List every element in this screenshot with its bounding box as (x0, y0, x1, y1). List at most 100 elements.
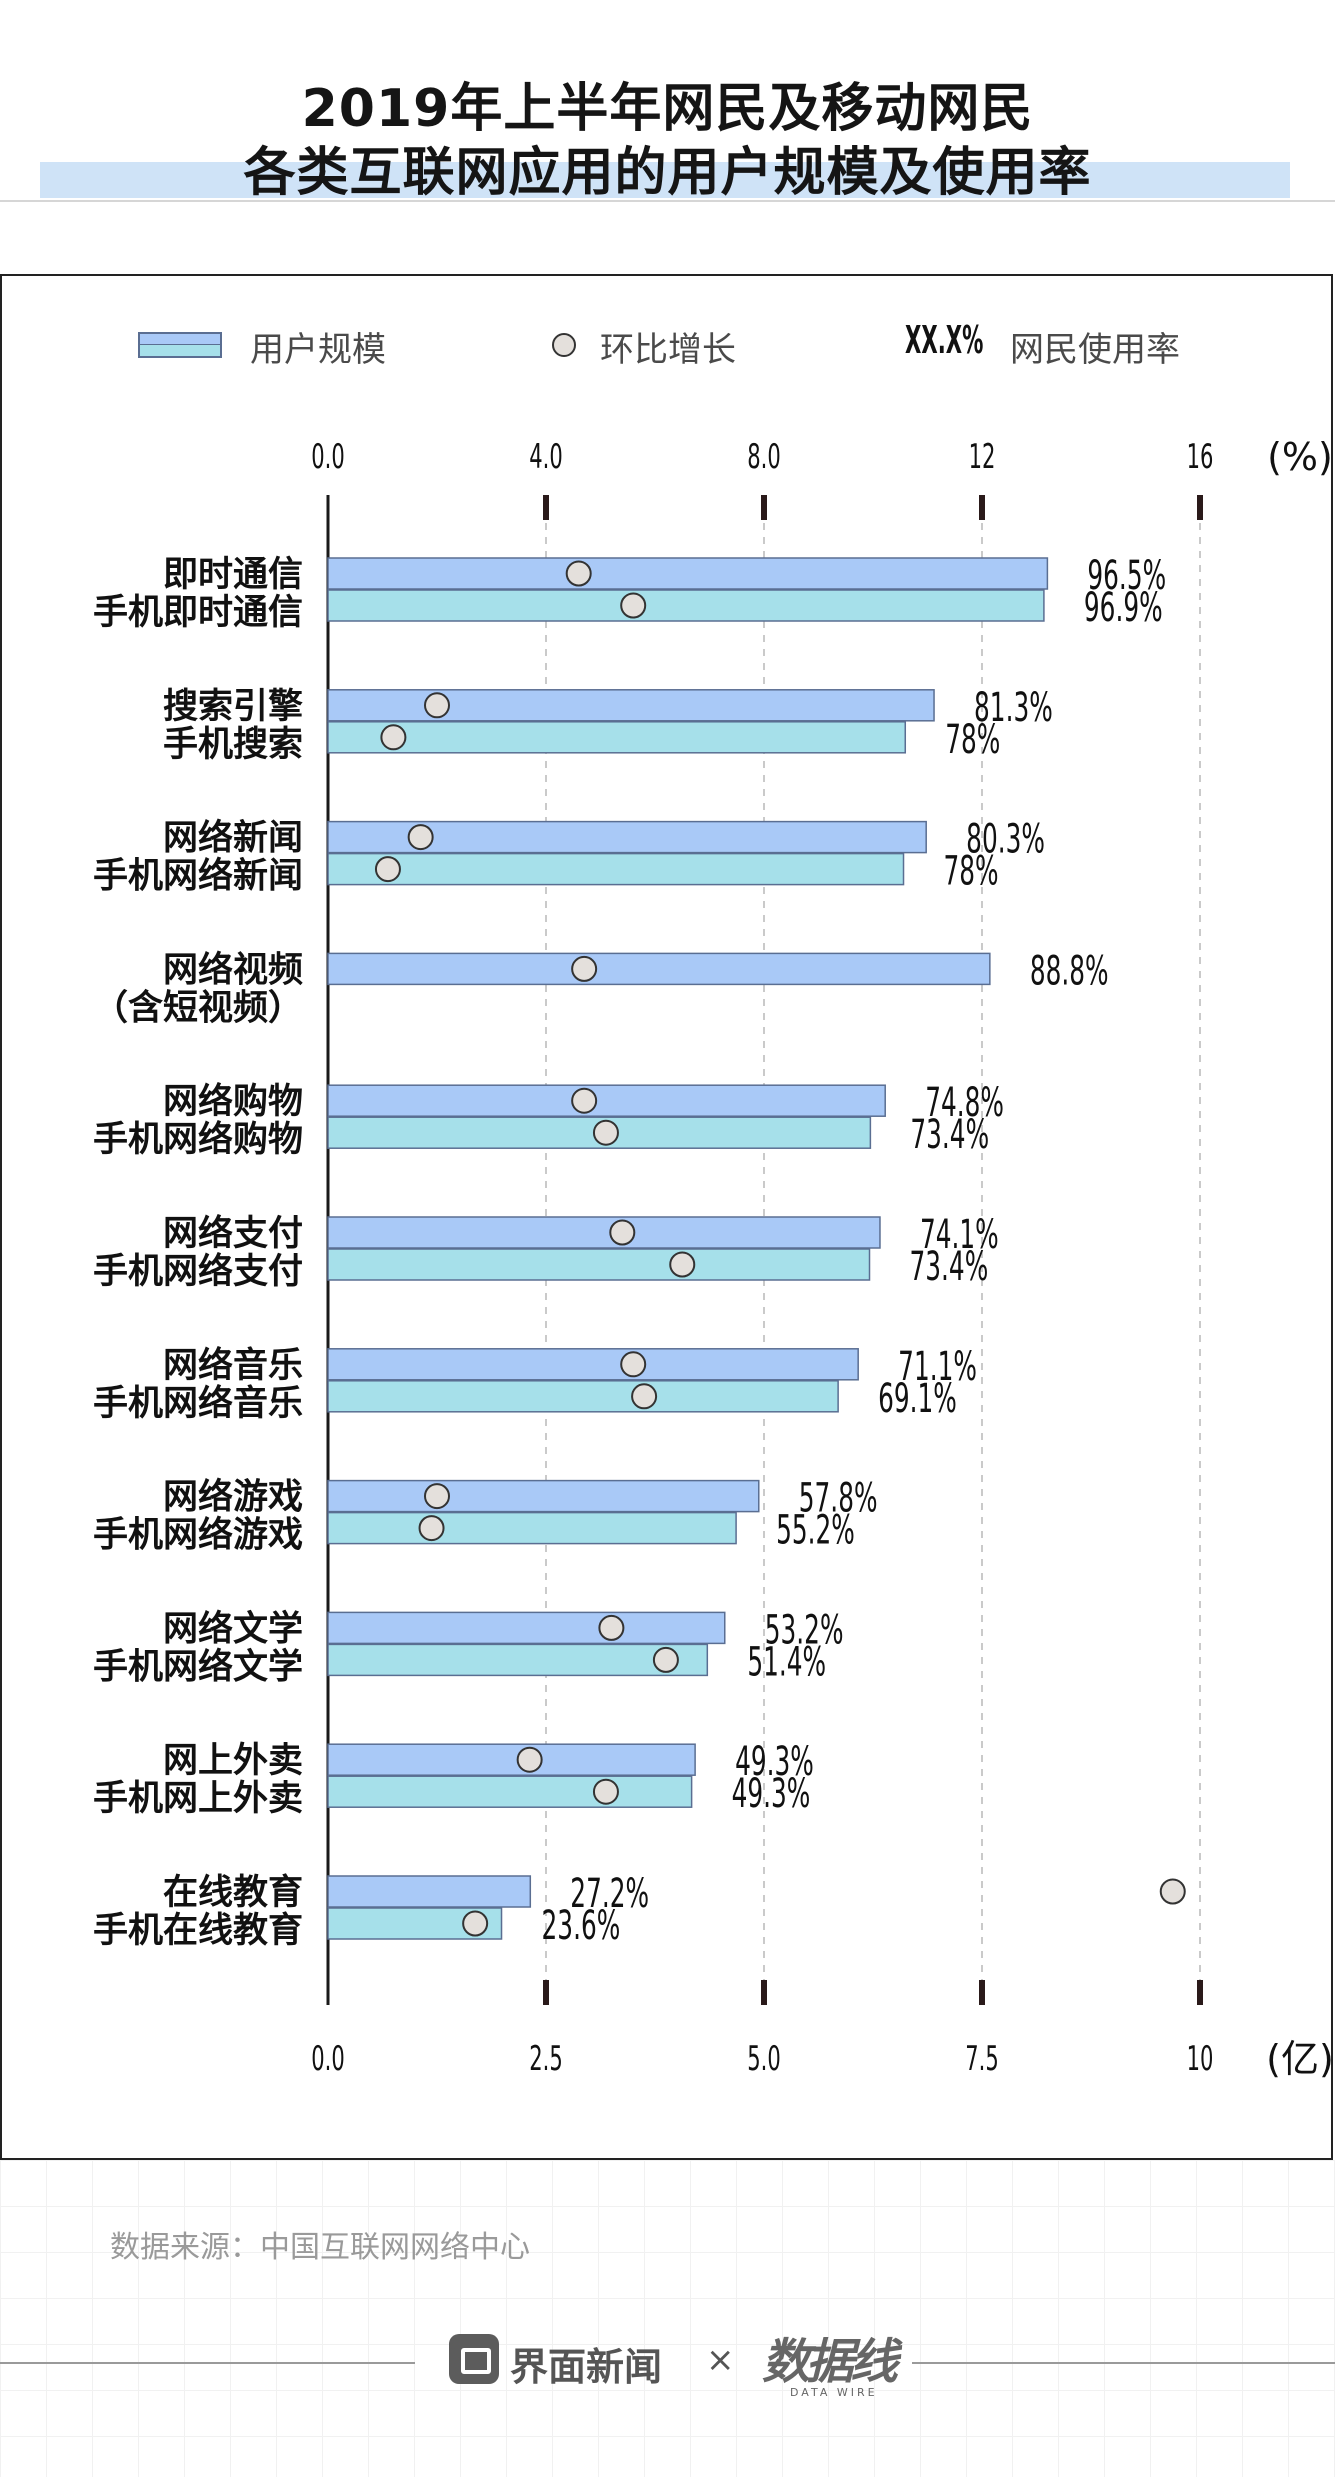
bar (327, 1084, 886, 1117)
category-label: 即时通信 (163, 555, 303, 595)
x-top-tick-label: 12 (969, 437, 996, 477)
growth-dot (1159, 1878, 1186, 1905)
legend-rate-label: 网民使用率 (1010, 330, 1180, 370)
growth-dot (565, 560, 592, 587)
category-label: 网络音乐 (163, 1345, 303, 1386)
rate-label: 23.6% (542, 1902, 621, 1949)
bar (327, 1743, 696, 1776)
rate-label: 74.8% (925, 1079, 1004, 1126)
footer-divider-left (0, 2362, 415, 2364)
growth-dot (592, 1119, 619, 1146)
category-label: 手机在线教育 (93, 1911, 303, 1951)
rate-label: 69.1% (878, 1375, 957, 1422)
bar (327, 852, 905, 886)
page-title-line1: 2019年上半年网民及移动网民 (301, 79, 1034, 139)
rate-label: 49.3% (732, 1770, 811, 1817)
growth-dot (424, 1483, 450, 1510)
category-label: 搜索引擎 (163, 687, 303, 727)
bar (327, 1875, 532, 1908)
category-label: 在线教育 (163, 1873, 303, 1913)
rate-label: 78% (944, 847, 999, 894)
category-label: 网络视频 (163, 949, 303, 990)
category-label: 手机网上外卖 (93, 1779, 303, 1819)
rate-label: 96.5% (1087, 552, 1166, 599)
rate-label: 53.2% (765, 1606, 844, 1653)
category-label: 手机网络新闻 (93, 856, 303, 897)
growth-dot (592, 1778, 619, 1805)
rate-label: 80.3% (966, 815, 1045, 862)
rate-label: 71.1% (898, 1343, 977, 1390)
bar (327, 589, 1045, 622)
rate-label: 81.3% (974, 684, 1053, 731)
bar (327, 1643, 709, 1677)
rate-label: 78% (945, 716, 1000, 763)
rate-label: 51.4% (747, 1638, 826, 1685)
bar (327, 1511, 737, 1545)
growth-dot (571, 1087, 598, 1114)
bar (327, 952, 991, 986)
bar-chart: 0.0 2.5 5.0 7.5 10 0.0 4.0 8.0 12 16 (%) (亿) 96.5%96… (93, 435, 1334, 2081)
category-label: 网络新闻 (163, 818, 303, 859)
x-bottom-tick-label: 10 (1187, 2039, 1214, 2079)
growth-dot (571, 955, 598, 982)
category-label: 网络游戏 (163, 1477, 303, 1518)
growth-dot (462, 1910, 489, 1937)
category-label: 手机网络音乐 (93, 1383, 303, 1424)
brand-logo-icon (449, 2334, 499, 2384)
category-label: 手机即时通信 (93, 593, 303, 633)
page-title-line2: 各类互联网应用的用户规模及使用率 (243, 143, 1092, 203)
x-top-tick-label: 8.0 (747, 437, 780, 477)
x-top-unit-label: (%) (1267, 435, 1333, 479)
legend-bar-swatch (138, 332, 222, 358)
data-wire-logo-sub: DATA WIRE (790, 2386, 878, 2399)
bar (327, 1348, 859, 1381)
category-label: 手机搜索 (163, 725, 303, 765)
data-wire-logo: 数据线 (762, 2334, 898, 2390)
footer-divider-right (912, 2362, 1335, 2364)
rate-label: 55.2% (776, 1506, 855, 1553)
bar (327, 689, 935, 722)
x-bottom-tick-label: 2.5 (529, 2039, 562, 2079)
rate-label: 88.8% (1030, 947, 1109, 994)
category-label: 手机网络支付 (93, 1251, 303, 1292)
growth-dot (598, 1614, 625, 1641)
growth-dot (652, 1646, 679, 1673)
x-bottom-tick-label: 7.5 (965, 2039, 998, 2079)
category-label: （含短视频） (93, 988, 303, 1028)
brand-name: 界面新闻 (510, 2345, 663, 2389)
growth-dot (669, 1251, 696, 1278)
x-bottom-tick-label: 5.0 (747, 2039, 780, 2079)
bar (327, 1216, 881, 1249)
rate-label: 74.1% (920, 1211, 999, 1258)
growth-dot (620, 592, 647, 619)
growth-dot (380, 724, 407, 751)
legend-bar-label: 用户规模 (250, 330, 386, 370)
growth-dot (516, 1746, 543, 1773)
x-top-tick-label: 4.0 (529, 437, 562, 477)
category-label: 手机网络游戏 (93, 1515, 303, 1556)
rate-label: 27.2% (570, 1870, 649, 1917)
rate-label: 73.4% (910, 1243, 989, 1290)
category-label: 网络购物 (163, 1081, 303, 1122)
legend-dot-icon (552, 333, 576, 357)
x-bottom-unit-label: (亿) (1266, 2037, 1334, 2081)
bar (327, 557, 1049, 590)
bar (327, 721, 907, 754)
growth-dot (424, 692, 450, 719)
x-top-tick-label: 16 (1187, 437, 1214, 477)
growth-dot (418, 1515, 445, 1542)
category-label: 网上外卖 (163, 1741, 303, 1781)
x-bottom-tick-label: 0.0 (311, 2039, 344, 2079)
bar (327, 1479, 760, 1513)
category-label: 手机网络购物 (93, 1119, 303, 1160)
growth-dot (609, 1219, 636, 1246)
rate-label: 73.4% (910, 1111, 989, 1158)
title-highlight-band (40, 162, 1290, 198)
data-source: 数据来源：中国互联网网络中心 (110, 2230, 530, 2265)
bar (327, 1775, 693, 1808)
rate-label: 57.8% (799, 1474, 878, 1521)
growth-dot (374, 856, 401, 883)
legend-rate-sample: XX.X% (905, 318, 984, 362)
title-divider (0, 200, 1335, 202)
footer-grid-background (0, 2160, 1335, 2477)
